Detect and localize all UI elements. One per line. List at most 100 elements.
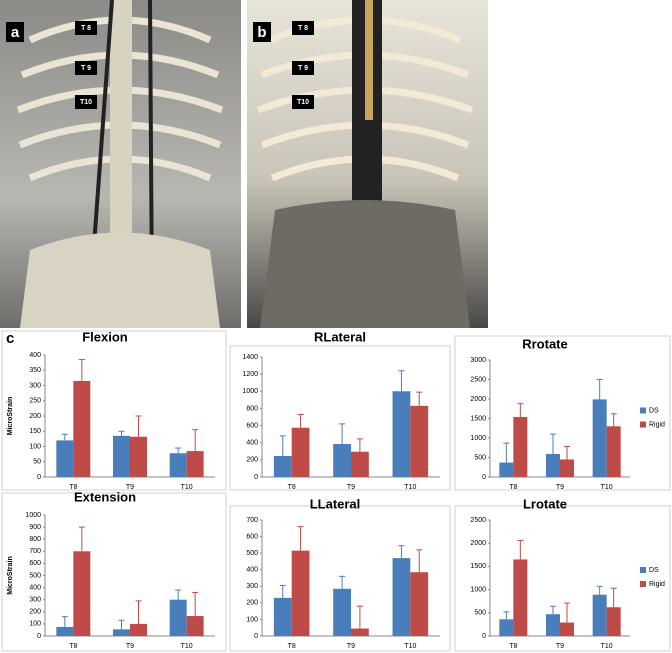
- y-tick-label: 200: [246, 457, 258, 464]
- vertebra-tag: [292, 61, 314, 75]
- chart-title: RLateral: [314, 329, 366, 344]
- y-tick-label: 300: [29, 382, 41, 389]
- x-tick-label: T9: [556, 643, 564, 650]
- photo-label-bg: [6, 22, 24, 42]
- photo-label: b: [257, 24, 266, 41]
- legend-swatch: [640, 421, 646, 428]
- vertebra-tag: [292, 95, 314, 109]
- y-tick-label: 0: [254, 474, 258, 481]
- bar: [546, 614, 560, 636]
- bar: [560, 622, 574, 636]
- bar: [186, 616, 204, 636]
- bar: [273, 597, 292, 636]
- x-tick-label: T10: [601, 643, 613, 650]
- bar: [513, 416, 528, 477]
- x-tick-label: T8: [69, 643, 77, 650]
- y-axis-label: MicroStrain: [7, 397, 14, 436]
- bar: [186, 451, 204, 477]
- bar: [606, 426, 621, 477]
- y-tick-label: 100: [246, 616, 258, 623]
- vertebra-label: T 8: [298, 25, 308, 32]
- chart-title: LLateral: [310, 496, 361, 511]
- bar: [546, 453, 560, 477]
- photo-label: a: [11, 24, 20, 41]
- y-tick-label: 800: [246, 405, 258, 412]
- y-tick-label: 500: [474, 454, 486, 461]
- vertebra-label: T10: [297, 99, 309, 106]
- photo-b: [247, 0, 488, 328]
- bar: [130, 623, 147, 636]
- vertebra-label: T 9: [298, 65, 308, 72]
- y-tick-label: 0: [37, 633, 41, 640]
- panel-label: c: [6, 330, 14, 347]
- y-tick-label: 200: [246, 600, 258, 607]
- bar: [560, 459, 574, 477]
- vertebra-tag: [75, 61, 97, 75]
- y-tick-label: 400: [29, 584, 41, 591]
- bar: [73, 380, 91, 477]
- x-tick-label: T9: [126, 643, 134, 650]
- y-tick-label: 0: [254, 633, 258, 640]
- y-tick-label: 700: [29, 548, 41, 555]
- y-tick-label: 2000: [470, 396, 486, 403]
- y-tick-label: 2500: [470, 517, 486, 524]
- y-tick-label: 250: [29, 398, 41, 405]
- y-tick-label: 1000: [25, 512, 41, 519]
- y-tick-label: 2000: [470, 540, 486, 547]
- y-tick-label: 300: [29, 597, 41, 604]
- x-tick-label: T9: [556, 484, 564, 491]
- x-tick-label: T10: [181, 484, 193, 491]
- y-tick-label: 1500: [470, 415, 486, 422]
- legend-swatch: [640, 567, 646, 573]
- x-tick-label: T10: [404, 643, 416, 650]
- y-tick-label: 1000: [242, 388, 258, 395]
- chart-frames: [1, 330, 671, 652]
- vertebra-tag: [75, 95, 97, 109]
- bar: [351, 628, 369, 636]
- y-axis-label: MicroStrain: [7, 556, 14, 595]
- bar: [351, 451, 369, 477]
- y-tick-label: 600: [246, 422, 258, 429]
- bar: [592, 594, 607, 636]
- y-tick-label: 100: [29, 443, 41, 450]
- bar: [513, 559, 528, 636]
- x-tick-label: T8: [509, 484, 517, 491]
- bar: [273, 456, 292, 477]
- bar: [410, 572, 429, 636]
- chart-title: Extension: [74, 489, 136, 504]
- vertebra-tag: [292, 21, 314, 35]
- vertebra-label: T 8: [81, 25, 91, 32]
- y-tick-label: 0: [37, 474, 41, 481]
- y-tick-label: 1000: [470, 586, 486, 593]
- y-tick-label: 350: [29, 367, 41, 374]
- legend-label: Rigid: [649, 581, 665, 588]
- legend-label: Rigid: [649, 421, 665, 428]
- bar: [392, 391, 411, 477]
- y-tick-label: 600: [29, 560, 41, 567]
- bar: [592, 399, 607, 477]
- bar: [333, 588, 351, 636]
- bar: [169, 599, 187, 636]
- bar: [56, 626, 74, 636]
- y-tick-label: 600: [246, 533, 258, 540]
- bar: [333, 444, 351, 477]
- y-tick-label: 3000: [470, 357, 486, 364]
- x-tick-label: T9: [347, 643, 355, 650]
- y-tick-label: 2500: [470, 376, 486, 383]
- vertebra-label: T 9: [81, 65, 91, 72]
- bar: [113, 435, 130, 477]
- bar: [113, 629, 130, 636]
- y-tick-label: 400: [246, 440, 258, 447]
- y-tick-label: 1500: [470, 563, 486, 570]
- y-tick-label: 400: [246, 567, 258, 574]
- y-tick-label: 1000: [470, 435, 486, 442]
- bar: [499, 619, 514, 636]
- bar: [56, 440, 74, 477]
- y-tick-label: 500: [29, 572, 41, 579]
- x-tick-label: T10: [181, 643, 193, 650]
- bar: [392, 558, 411, 636]
- chart-title: Flexion: [82, 329, 128, 344]
- y-tick-label: 400: [29, 352, 41, 359]
- bar: [291, 550, 310, 636]
